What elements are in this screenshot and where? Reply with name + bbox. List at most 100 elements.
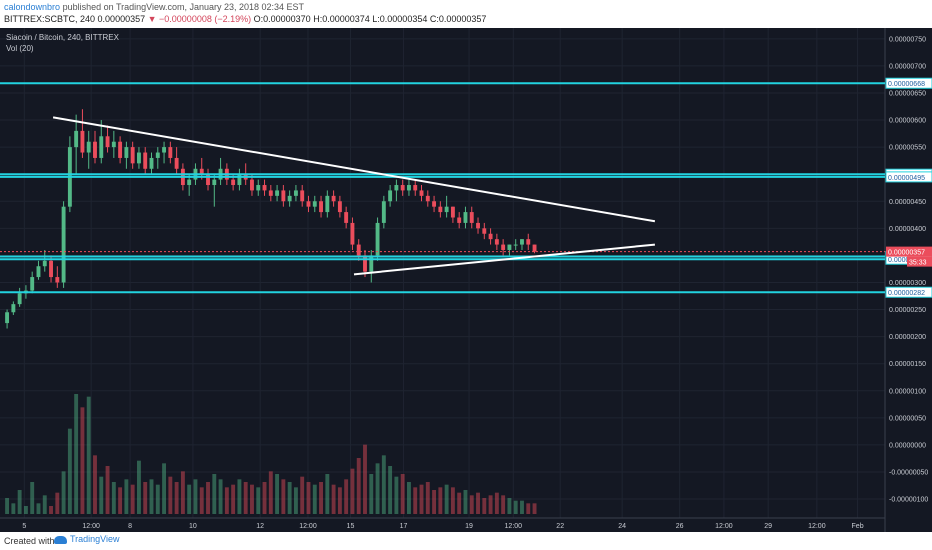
candle-body	[287, 195, 292, 202]
volume-bar	[124, 479, 129, 514]
x-tick-label: 29	[764, 523, 772, 530]
volume-bar	[388, 466, 393, 514]
price-level-label: 0.00000668	[888, 81, 925, 88]
candle-body	[432, 201, 437, 207]
candle-body	[237, 174, 242, 186]
candle-body	[413, 185, 418, 191]
volume-bar	[400, 474, 405, 514]
x-tick-label: 12:00	[299, 523, 317, 530]
y-tick-label: 0.00000600	[889, 118, 926, 125]
candle-body	[268, 190, 273, 196]
candle-body	[438, 206, 443, 213]
author-link[interactable]: calondownbro	[4, 2, 61, 12]
volume-bar	[306, 482, 311, 514]
candle-body	[526, 239, 531, 245]
candle-body	[256, 185, 261, 191]
y-tick-label: 0.00000750	[889, 36, 926, 43]
volume-bar	[67, 428, 72, 514]
candle-body	[42, 260, 47, 267]
y-tick-label: 0.00000200	[889, 334, 926, 341]
tradingview-brand-text: TradingView	[70, 534, 120, 544]
volume-bar	[5, 498, 10, 514]
volume-bar	[86, 396, 91, 514]
candle-body	[319, 201, 323, 213]
volume-bar	[99, 476, 104, 514]
y-tick-label: 0.00000650	[889, 90, 926, 97]
candle-body	[262, 185, 267, 191]
volume-bar	[49, 506, 53, 514]
candle-body	[312, 201, 317, 207]
candle-body	[306, 201, 311, 207]
volume-bar	[438, 487, 443, 514]
x-tick-label: 5	[22, 523, 26, 530]
volume-bar	[419, 484, 424, 514]
candle-body	[136, 152, 141, 164]
volume-bar	[187, 484, 192, 514]
volume-bar	[526, 503, 531, 514]
volume-bar	[501, 495, 506, 514]
y-tick-label: 0.00000400	[889, 226, 926, 233]
candle-body	[199, 168, 204, 175]
x-tick-label: Feb	[852, 523, 864, 530]
y-tick-label: 0.00000000	[889, 442, 926, 449]
candle-body	[457, 217, 462, 223]
volume-bar	[394, 476, 399, 514]
volume-bar	[331, 484, 336, 514]
volume-bar	[287, 482, 292, 514]
volume-bar	[281, 479, 286, 514]
y-tick-label: 0.00000250	[889, 307, 926, 314]
volume-bar	[369, 474, 374, 514]
candle-body	[381, 201, 386, 223]
volume-bar	[488, 495, 493, 514]
volume-bar	[180, 471, 185, 514]
candle-body	[74, 130, 79, 148]
price-level-label: 0.00000343	[888, 257, 925, 264]
candle-body	[275, 190, 280, 196]
volume-bar	[457, 492, 462, 514]
volume-bar	[199, 487, 204, 514]
volume-bar	[300, 476, 305, 514]
price-chart[interactable]: 0.00000750 0.00000700 0.00000650 0.00000600…	[0, 28, 932, 532]
volume-bar	[256, 487, 261, 514]
volume-bar	[136, 460, 141, 514]
candle-body	[11, 304, 16, 313]
volume-bar	[275, 474, 280, 514]
candle-body	[30, 277, 35, 291]
y-tick-label: -0.00000100	[889, 497, 928, 504]
x-tick-label: 19	[465, 523, 473, 530]
volume-bar	[11, 503, 16, 514]
volume-bar	[520, 500, 524, 514]
volume-bar	[162, 463, 167, 514]
ohlc-line: BITTREX:SCBTC, 240 0.00000357 ▼ −0.00000…	[4, 14, 486, 24]
candle-body	[520, 239, 524, 245]
volume-bar	[482, 498, 487, 514]
candle-body	[187, 179, 192, 186]
y-tick-label: -0.00000050	[889, 469, 928, 476]
price-level-badge	[885, 171, 932, 183]
candle-body	[99, 136, 104, 158]
chart-panel[interactable]: 0.00000750 0.00000700 0.00000650 0.00000600…	[0, 28, 932, 532]
volume-bar	[432, 490, 437, 514]
volume-bar	[30, 482, 35, 514]
candle-body	[356, 244, 361, 256]
volume-bar	[325, 474, 330, 514]
volume-bar	[350, 468, 355, 514]
low-value: L:0.00000354	[372, 14, 428, 24]
volume-bar	[93, 455, 97, 514]
candle-body	[231, 179, 236, 186]
x-tick-label: 12:00	[808, 523, 826, 530]
volume-bar	[337, 487, 342, 514]
volume-bar	[507, 498, 512, 514]
publish-info: calondownbro published on TradingView.co…	[4, 2, 304, 12]
volume-bar	[55, 492, 60, 514]
candle-body	[400, 185, 405, 191]
tradingview-link[interactable]: TradingView	[54, 534, 120, 544]
x-tick-label: 12	[256, 523, 264, 530]
chart-legend: Siacoin / Bitcoin, 240, BITTREX Vol (20)	[6, 32, 119, 54]
candle-body	[450, 206, 455, 218]
volume-bar	[268, 471, 273, 514]
volume-bar	[168, 476, 173, 514]
price-level-label: 0.00000282	[888, 290, 925, 297]
price-level-badge	[885, 286, 932, 298]
published-text: published on TradingView.com, January 23…	[62, 2, 305, 12]
